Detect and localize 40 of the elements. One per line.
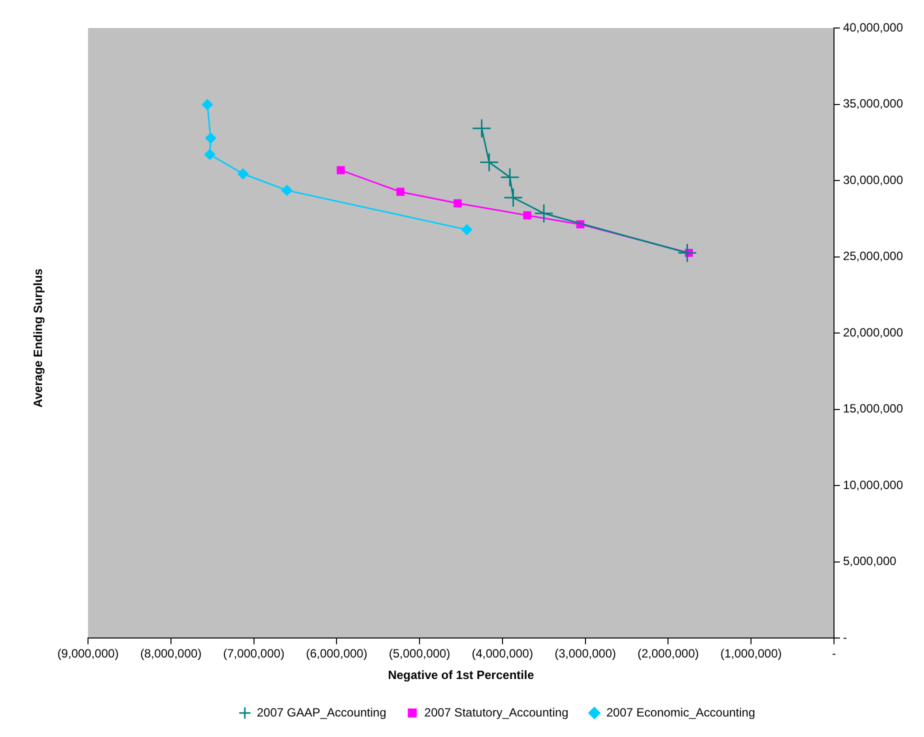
point: [461, 224, 472, 236]
point: [503, 188, 523, 208]
x-tick-label: (9,000,000): [57, 646, 119, 661]
x-tick-label: (2,000,000): [637, 646, 699, 661]
point: [677, 243, 697, 263]
y-axis-title: Average Ending Surplus: [31, 268, 45, 408]
x-tick-label: (8,000,000): [140, 646, 202, 661]
point: [534, 204, 554, 224]
x-tick-label: (5,000,000): [388, 646, 450, 661]
x-tick-label: -: [832, 646, 836, 661]
legend-label: 2007 Statutory_Accounting: [424, 705, 568, 720]
x-tick-label: (7,000,000): [223, 646, 284, 661]
point: [396, 188, 404, 196]
legend-label: 2007 GAAP_Accounting: [256, 705, 386, 720]
point: [336, 166, 345, 174]
x-axis-title: Negative of 1st Percentile: [388, 668, 534, 682]
x-tick-label: (4,000,000): [472, 646, 534, 661]
point: [281, 184, 292, 196]
y-tick-label: 15,000,000: [842, 402, 904, 416]
point: [500, 167, 520, 187]
y-tick-label: 5,000,000: [842, 554, 897, 568]
point: [237, 168, 248, 180]
point: [472, 118, 492, 138]
y-tick-label: -: [842, 630, 847, 645]
point: [523, 211, 532, 220]
point: [479, 152, 499, 172]
x-tick-label: (6,000,000): [306, 646, 368, 661]
y-tick-label: 10,000,000: [842, 478, 904, 492]
point: [205, 132, 216, 144]
y-tick-label: 25,000,000: [842, 249, 904, 264]
x-tick-label: (1,000,000): [720, 646, 782, 661]
legend-label: 2007 Economic_Accounting: [606, 705, 756, 720]
y-tick-label: 35,000,000: [842, 96, 904, 111]
point: [454, 199, 462, 208]
y-tick-label: 40,000,000: [842, 20, 904, 34]
point: [202, 99, 213, 110]
x-tick-label: (3,000,000): [554, 646, 616, 661]
y-tick-label: 30,000,000: [842, 172, 904, 187]
point: [204, 148, 216, 160]
y-tick-label: 20,000,000: [842, 325, 904, 340]
